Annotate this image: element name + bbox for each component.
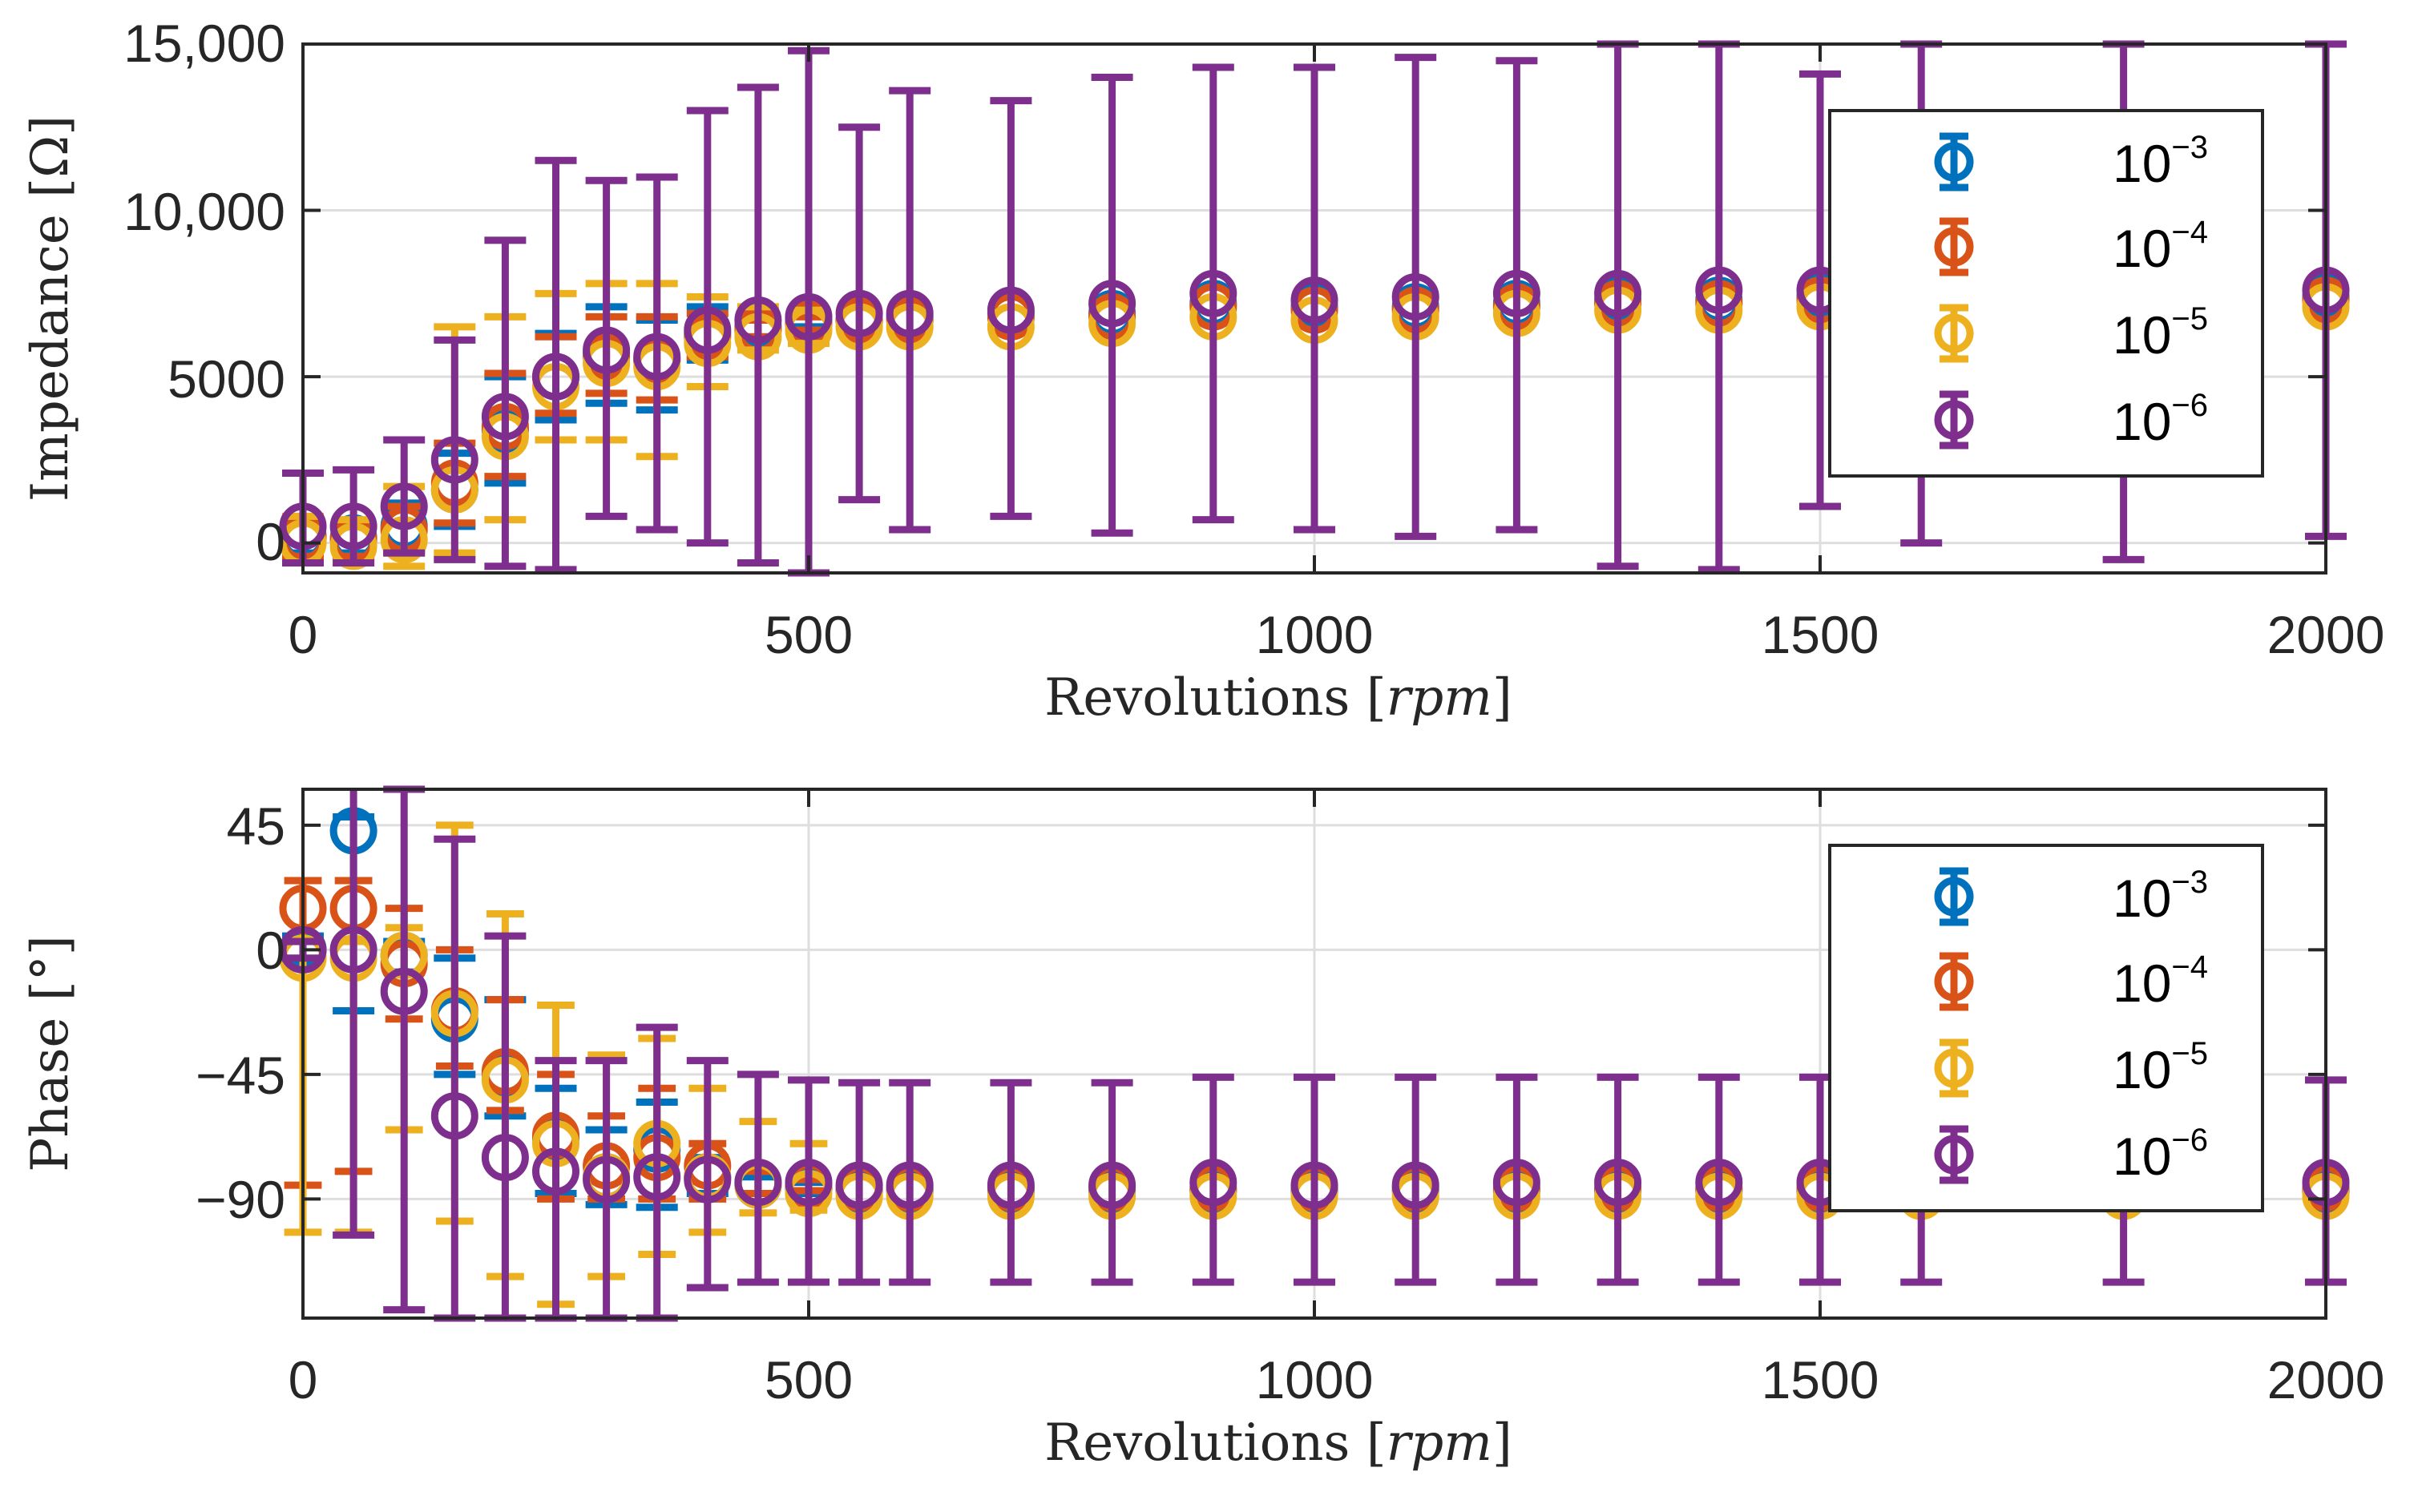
legend-label: 10−6	[2113, 388, 2208, 451]
legend-item: 10−5	[1934, 1036, 2208, 1099]
data-point	[430, 436, 478, 484]
impedance-y-axis-label: Impedance [Ω]	[21, 115, 80, 502]
data-point	[633, 1153, 681, 1201]
data-point	[734, 1159, 782, 1207]
legend-marker-icon	[1934, 867, 1974, 926]
legend-label: 10−6	[2113, 1123, 2208, 1186]
data-point	[1391, 1161, 1439, 1209]
data-point	[532, 1147, 579, 1195]
x-tick-label: 1500	[1762, 605, 1879, 664]
legend-box	[1828, 844, 2264, 1212]
phase-tick-marks	[301, 789, 2327, 1318]
y-tick-label: 10,000	[123, 182, 285, 241]
data-point	[430, 1092, 478, 1140]
legend-item: 10−3	[1934, 130, 2208, 193]
impedance-y-tick-labels: 15,000 10,000 5000 0	[123, 14, 285, 571]
data-point	[785, 292, 833, 341]
y-tick-label: 15,000	[123, 14, 285, 73]
x-tick-label: 500	[765, 605, 853, 664]
impedance-legend: 10−3 10−4 10−5 10−6	[1828, 109, 2264, 478]
y-tick-label: 0	[256, 512, 285, 571]
data-point	[1189, 1159, 1237, 1207]
x-tick-label: 0	[289, 605, 318, 664]
data-point	[1088, 280, 1136, 328]
data-point	[380, 967, 428, 1015]
legend-label: 10−3	[2113, 130, 2208, 193]
data-point	[633, 333, 681, 381]
x-tick-label: 2000	[2267, 605, 2385, 664]
phase-y-tick-labels: 45 0 −45 −90	[196, 796, 285, 1229]
data-point	[1391, 272, 1439, 321]
data-point	[1695, 1159, 1743, 1207]
data-point	[835, 289, 883, 337]
legend-item: 10−3	[1934, 865, 2208, 928]
data-point	[1290, 1161, 1338, 1209]
data-point	[987, 286, 1035, 334]
legend-item: 10−5	[1934, 301, 2208, 365]
phase-y-axis-label: Phase [°]	[21, 935, 80, 1171]
data-point	[987, 1161, 1035, 1209]
data-point	[532, 353, 579, 401]
y-tick-label: 45	[227, 796, 285, 856]
legend-marker-icon	[1934, 1125, 1974, 1184]
data-point	[1189, 269, 1237, 317]
impedance-x-axis-label: Revolutions [rpm]	[1044, 668, 1512, 728]
impedance-x-tick-labels: 0 500 1000 1500 2000	[289, 605, 2385, 664]
data-point	[329, 502, 377, 550]
data-point	[1290, 276, 1338, 325]
legend-marker-icon	[1934, 1038, 1974, 1098]
data-point	[734, 296, 782, 345]
impedance-tick-marks	[301, 42, 2327, 573]
x-tick-label: 500	[765, 1350, 853, 1409]
data-point	[583, 1155, 631, 1204]
legend-marker-icon	[1934, 304, 1974, 363]
legend-item: 10−4	[1934, 950, 2208, 1013]
y-tick-label: −45	[196, 1046, 285, 1105]
legend-label: 10−4	[2113, 215, 2208, 278]
data-point	[481, 1134, 529, 1182]
data-point	[1492, 269, 1540, 317]
data-point	[684, 306, 732, 354]
x-tick-label: 1000	[1256, 1350, 1374, 1409]
data-point	[684, 1155, 732, 1204]
data-point	[1594, 1159, 1642, 1207]
phase-legend: 10−3 10−4 10−5 10−6	[1828, 844, 2264, 1212]
x-tick-label: 0	[289, 1350, 318, 1409]
data-point	[835, 1161, 883, 1209]
legend-marker-icon	[1934, 217, 1974, 276]
legend-marker-icon	[1934, 390, 1974, 450]
legend-item: 10−4	[1934, 215, 2208, 278]
data-point	[886, 1161, 934, 1209]
legend-label: 10−3	[2113, 865, 2208, 928]
legend-label: 10−4	[2113, 950, 2208, 1013]
y-tick-label: 5000	[168, 349, 285, 409]
legend-marker-icon	[1934, 132, 1974, 192]
legend-item: 10−6	[1934, 1123, 2208, 1186]
data-point	[1695, 266, 1743, 314]
x-tick-label: 1000	[1256, 605, 1374, 664]
data-point	[1594, 269, 1642, 317]
phase-x-axis-label: Revolutions [rpm]	[1044, 1413, 1512, 1473]
data-point	[785, 1159, 833, 1207]
data-point	[380, 482, 428, 530]
legend-label: 10−5	[2113, 1036, 2208, 1099]
data-point	[329, 925, 377, 974]
impedance-panel: 15,000 10,000 5000 0 0 500 1000 1500 200…	[21, 14, 2384, 728]
data-point	[1492, 1159, 1540, 1207]
phase-panel: 45 0 −45 −90 0 500 1000 1500 2000 Revolu…	[21, 785, 2385, 1473]
y-tick-label: −90	[196, 1170, 285, 1229]
data-point	[583, 326, 631, 374]
legend-marker-icon	[1934, 952, 1974, 1011]
legend-box	[1828, 109, 2264, 478]
data-point	[481, 393, 529, 441]
legend-label: 10−5	[2113, 301, 2208, 365]
y-tick-label: 0	[256, 921, 285, 980]
data-point	[886, 289, 934, 337]
x-tick-label: 2000	[2267, 1350, 2385, 1409]
phase-x-tick-labels: 0 500 1000 1500 2000	[289, 1350, 2385, 1409]
data-point	[1088, 1161, 1136, 1209]
x-tick-label: 1500	[1762, 1350, 1879, 1409]
legend-item: 10−6	[1934, 388, 2208, 451]
